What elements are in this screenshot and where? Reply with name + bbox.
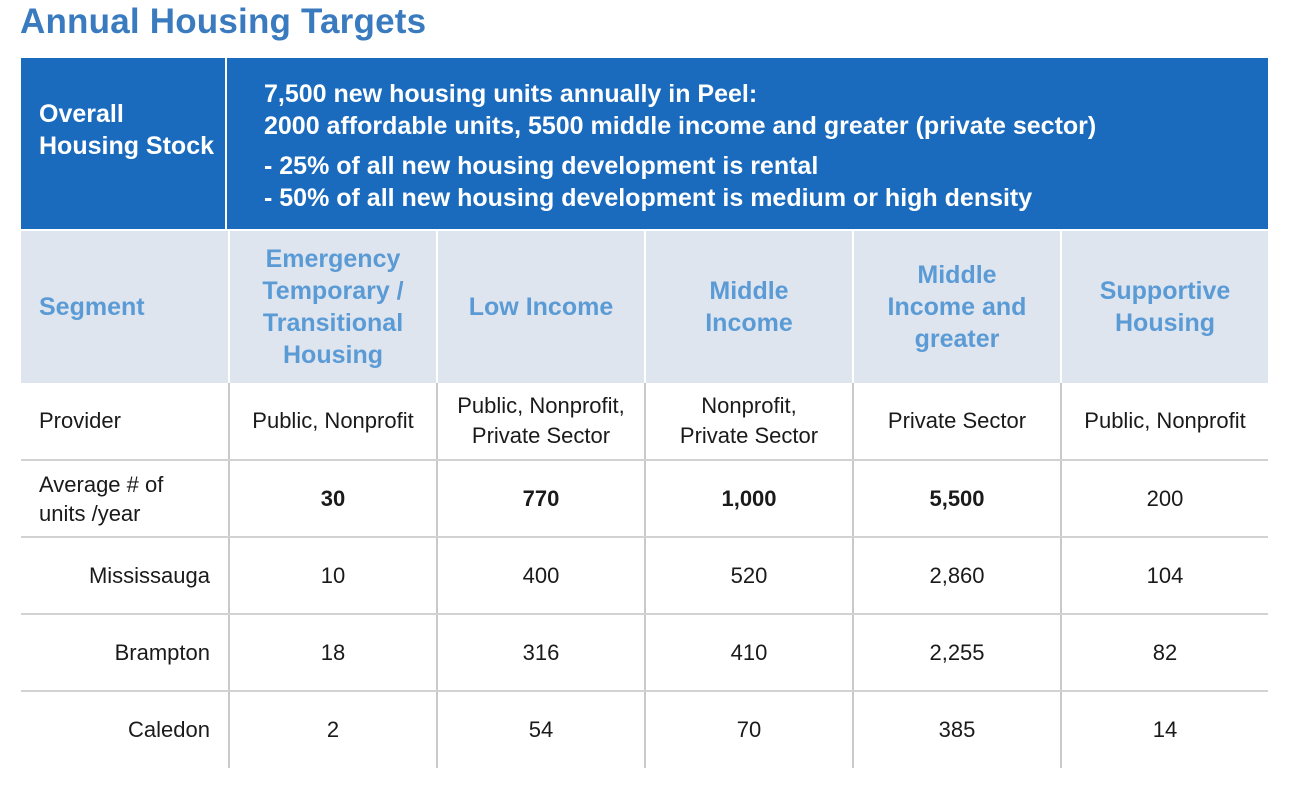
table-cell: Public, Nonprofit, Private Sector: [436, 383, 645, 461]
banner-bullet-1: - 25% of all new housing development is …: [264, 152, 819, 180]
table-cell: 385: [852, 691, 1061, 768]
page-title: Annual Housing Targets: [20, 2, 427, 41]
table-row-average: Average # of units /year 30 770 1,000 5,…: [21, 460, 1268, 538]
table-cell: Public, Nonprofit: [1060, 383, 1268, 461]
table-row-provider: Provider Public, Nonprofit Public, Nonpr…: [21, 383, 1268, 461]
table-cell: 770: [436, 460, 645, 538]
table-row-caledon: Caledon 2 54 70 385 14: [21, 691, 1268, 768]
row-label-caledon: Caledon: [128, 717, 210, 742]
header-middle-income: Middle Income: [644, 231, 853, 383]
table-cell: 316: [436, 614, 645, 692]
table-header-row: Segment Emergency Temporary / Transition…: [21, 231, 1268, 383]
table-cell: 82: [1060, 614, 1268, 692]
banner-summary: 7,500 new housing units annually in Peel…: [264, 78, 1254, 214]
row-label-mississauga: Mississauga: [21, 537, 229, 615]
table-cell: 14: [1060, 691, 1268, 768]
row-label-provider: Provider: [21, 383, 229, 461]
banner-label-cell: Overall Housing Stock: [21, 58, 227, 229]
table-cell: 2: [228, 691, 437, 768]
banner-line-2: 2000 affordable units, 5500 middle incom…: [264, 112, 1097, 140]
table-cell: 2,860: [852, 537, 1061, 615]
table-cell: 1,000: [644, 460, 853, 538]
header-emergency: Emergency Temporary / Transitional Housi…: [228, 231, 437, 383]
table-cell: 5,500: [852, 460, 1061, 538]
table-cell: 104: [1060, 537, 1268, 615]
table-cell: 400: [436, 537, 645, 615]
header-middle-income-greater: Middle Income and greater: [852, 231, 1061, 383]
table-cell: 2,255: [852, 614, 1061, 692]
banner-bullet-2: - 50% of all new housing development is …: [264, 184, 1033, 212]
banner-line-1: 7,500 new housing units annually in Peel…: [264, 80, 758, 108]
table-cell: Nonprofit, Private Sector: [644, 383, 853, 461]
table-cell: 10: [228, 537, 437, 615]
table-cell: Public, Nonprofit: [228, 383, 437, 461]
table-cell: 30: [228, 460, 437, 538]
table-cell: 70: [644, 691, 853, 768]
housing-targets-table: Segment Emergency Temporary / Transition…: [21, 231, 1268, 768]
table-cell: Private Sector: [852, 383, 1061, 461]
table-cell: 200: [1060, 460, 1268, 538]
row-label-brampton: Brampton: [21, 614, 229, 692]
table-cell: 54: [436, 691, 645, 768]
table-cell: 410: [644, 614, 853, 692]
table-cell: 18: [228, 614, 437, 692]
overall-housing-banner: Overall Housing Stock 7,500 new housing …: [21, 58, 1268, 229]
banner-label: Overall Housing Stock: [39, 100, 215, 160]
table-cell: 520: [644, 537, 853, 615]
header-segment: Segment: [21, 231, 229, 383]
header-supportive: Supportive Housing: [1060, 231, 1268, 383]
row-label-average: Average # of units /year: [21, 460, 229, 538]
header-low-income: Low Income: [436, 231, 645, 383]
table-row-brampton: Brampton 18 316 410 2,255 82: [21, 614, 1268, 692]
table-row-mississauga: Mississauga 10 400 520 2,860 104: [21, 537, 1268, 615]
